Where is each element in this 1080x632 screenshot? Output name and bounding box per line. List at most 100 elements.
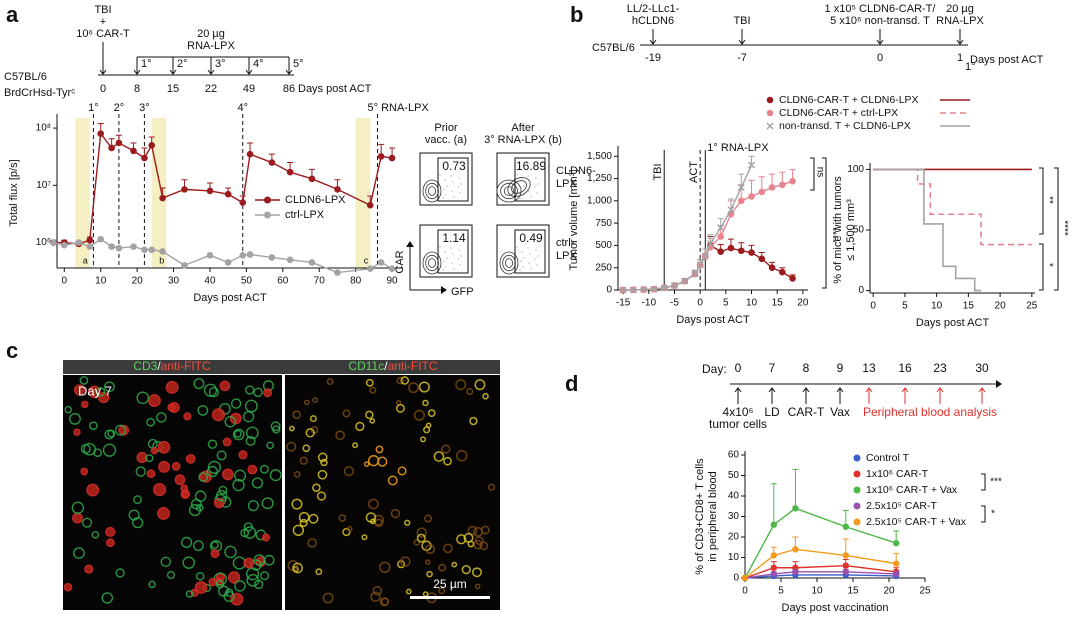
y-axis-label: % of mice with tumors — [832, 176, 844, 284]
gate — [514, 157, 546, 202]
cell — [399, 556, 411, 567]
x-tick-label: -15 — [616, 298, 631, 309]
event-dot — [522, 194, 524, 196]
cell — [171, 461, 181, 471]
reference-label: 2° — [114, 102, 125, 114]
legend-marker — [853, 454, 861, 462]
cell — [84, 564, 94, 574]
y-tick-label: 250 — [595, 262, 612, 273]
cell — [395, 403, 405, 413]
x-tick-label: 80 — [350, 276, 362, 287]
micrograph — [285, 375, 500, 610]
cell — [251, 477, 264, 489]
cell — [247, 464, 258, 475]
cell — [195, 503, 204, 512]
x-tick-label: -10 — [642, 298, 657, 309]
event-dot — [442, 197, 444, 199]
x-tick-label: 25 — [919, 586, 931, 597]
cell — [150, 447, 159, 455]
significance-bracket — [981, 473, 986, 491]
event-dot — [527, 175, 529, 177]
strain-label: C57BL/6 — [4, 71, 47, 83]
cell — [160, 556, 172, 568]
timeline-day: 86 — [283, 83, 295, 95]
point — [206, 187, 214, 195]
timeline-label: LD — [764, 405, 780, 419]
arrow-head — [996, 380, 1002, 388]
x-tick-label: 0 — [742, 586, 748, 597]
cell — [396, 376, 405, 385]
arrow-head — [836, 387, 844, 393]
arrow-head — [956, 39, 964, 45]
cell — [243, 522, 253, 532]
cell — [292, 562, 303, 574]
cell — [420, 436, 427, 443]
point — [181, 262, 188, 269]
arrow-head — [285, 69, 293, 75]
cell — [343, 466, 355, 477]
cell — [365, 410, 374, 420]
legend-label: CLDN6-LPX — [285, 194, 346, 206]
significance-bracket — [1039, 167, 1044, 235]
reference-label: 1° — [88, 102, 99, 114]
cell — [424, 514, 433, 523]
point — [779, 181, 786, 189]
event-dot — [446, 257, 448, 259]
point — [893, 539, 900, 547]
timeline-label: RNA-LPX — [936, 15, 984, 27]
point — [334, 186, 341, 193]
cell — [156, 412, 167, 423]
contour — [511, 180, 527, 194]
y-tick-label: 1,000 — [587, 195, 612, 206]
y-tick-label: 30 — [728, 511, 740, 522]
x-axis-label: Days post ACT — [916, 317, 990, 329]
cell — [369, 418, 376, 424]
cell — [114, 424, 127, 436]
timeline-label: tumor cells — [709, 417, 767, 431]
event-dot — [530, 268, 532, 270]
chart: 0 5 10 15 20 25 0 10 20 30 40 50 60 Days post vaccina… — [694, 450, 1002, 614]
cell — [269, 469, 282, 482]
x-tick-label: 40 — [204, 276, 216, 287]
point — [681, 277, 689, 285]
cell — [466, 387, 474, 396]
point — [696, 261, 704, 269]
point — [758, 188, 766, 196]
cell — [292, 524, 305, 536]
axis-label: CAR — [394, 250, 406, 273]
point — [842, 523, 849, 530]
event-dot — [534, 258, 536, 260]
strain-label: BrdCrHsd-Tyrᶜ — [4, 87, 75, 99]
contour — [427, 258, 436, 268]
cell — [326, 378, 334, 386]
cell — [372, 586, 383, 596]
cell — [73, 547, 85, 559]
arrow-head — [169, 69, 177, 75]
cell — [208, 577, 218, 587]
cell — [118, 424, 130, 436]
cell — [79, 375, 89, 385]
arrow-head — [978, 387, 986, 393]
x-axis-label: Days post ACT — [676, 314, 750, 326]
point — [159, 248, 166, 255]
timeline-label: RNA-LPX — [187, 40, 235, 52]
dose-label: 5° — [293, 58, 304, 70]
cell — [102, 443, 117, 457]
cell — [104, 381, 115, 393]
cell — [474, 583, 481, 590]
cell — [472, 567, 482, 578]
cell — [261, 497, 274, 510]
point — [770, 570, 777, 578]
timeline-day: 1 — [957, 52, 963, 64]
cell — [136, 451, 148, 464]
cell — [227, 571, 241, 584]
cell — [224, 545, 237, 559]
chart: 0 5 10 15 20 25 0 50 100 Days post ACT % of mice w… — [832, 163, 1069, 329]
cell — [291, 498, 303, 510]
point — [842, 552, 849, 559]
point — [388, 154, 396, 162]
cell — [233, 469, 247, 482]
x-tick-label: 90 — [387, 276, 399, 287]
cell — [342, 527, 351, 537]
cell — [346, 525, 353, 532]
